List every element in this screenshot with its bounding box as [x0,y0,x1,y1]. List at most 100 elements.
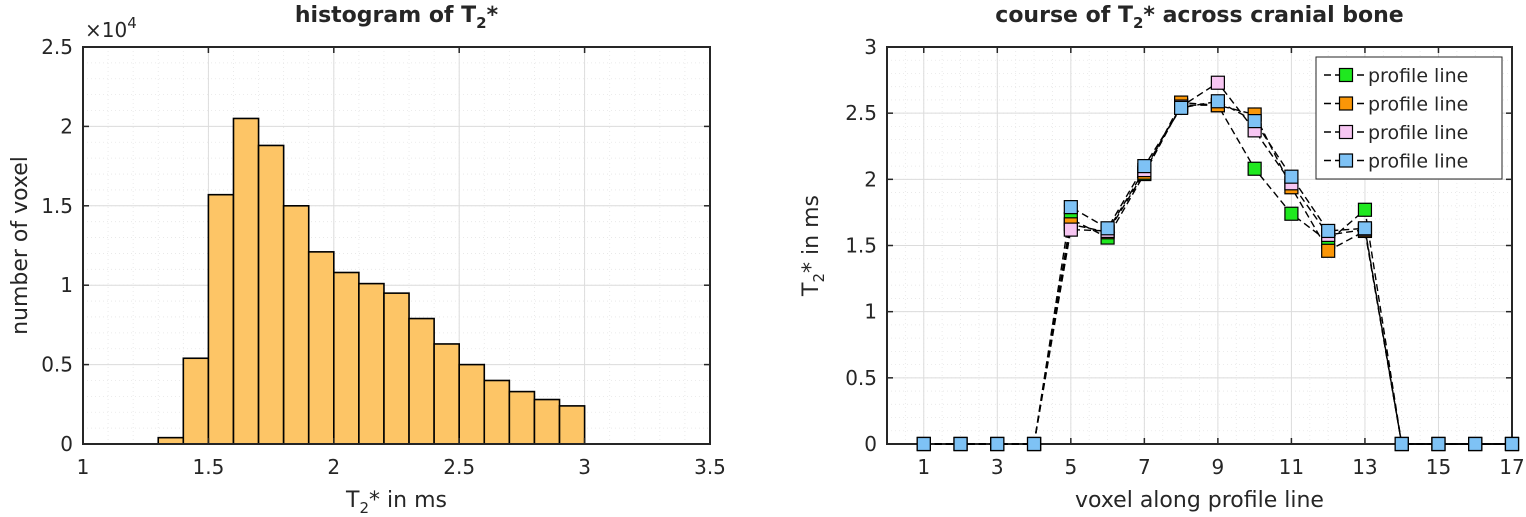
y-exponent-label: ×104 [85,14,137,42]
data-point-series-4 [1504,436,1520,452]
text-part: 2 [810,273,828,283]
data-point-series-4 [1210,94,1225,109]
y-tick-label: 1.5 [41,194,73,218]
histogram-bar [383,292,410,445]
histogram-bar [433,343,460,445]
x-tick-label: 3.5 [694,455,726,479]
data-point-series-3 [1210,75,1225,90]
x-tick-label: 2 [327,455,340,479]
histogram-bar [483,379,511,445]
text-part: 0.5 [845,366,877,390]
series-line-4 [923,100,1512,445]
data-point-series-4 [1137,159,1152,174]
text-part: 3 [991,455,1004,479]
text-part: 13 [1352,455,1377,479]
chart-title: course of T2* across cranial bone [995,3,1403,32]
text-part: 1.5 [41,194,73,218]
y-tick-label: 2.5 [41,35,73,59]
x-axis-label: voxel along profile line [1075,488,1324,513]
text-part: 1 [77,455,90,479]
text-part: 1.5 [192,455,224,479]
text-part: 3 [864,35,877,59]
text-part: 9 [1212,455,1225,479]
x-tick-label: 1 [917,455,930,479]
x-tick-label: 1 [77,455,90,479]
text-part: 2.5 [41,35,73,59]
text-part: 4 [127,14,137,32]
legend-label: profile line [1368,122,1468,144]
data-point-series-3 [1063,222,1078,237]
x-axis-label: T2* in ms [345,488,447,517]
text-part: 5 [1064,455,1077,479]
histogram-bar [508,390,536,445]
legend-marker [1338,96,1354,111]
y-tick-label: 2.5 [845,101,877,125]
legend-label: profile line [1368,65,1468,87]
axes-box [82,46,711,445]
text-part: voxel along profile line [1075,488,1324,513]
data-point-series-1 [1247,161,1262,176]
text-part: * across cranial bone [1143,3,1403,28]
data-point-series-4 [1100,221,1115,236]
text-part: 17 [1499,455,1524,479]
data-point-series-1 [1357,202,1373,217]
x-tick-label: 7 [1138,455,1151,479]
data-point-series-4 [916,436,931,452]
data-point-series-4 [1284,169,1299,184]
histogram-bar [182,357,210,445]
x-tick-label: 15 [1426,455,1451,479]
text-part: 0 [864,432,877,456]
data-point-series-4 [1063,200,1078,215]
data-point-series-4 [1431,436,1446,452]
text-part: T [799,282,824,297]
text-part: 2 [327,455,340,479]
x-tick-label: 13 [1352,455,1377,479]
chart-title: histogram of T2* [295,3,499,32]
y-tick-label: 0.5 [845,366,877,390]
data-point-series-4 [953,436,968,452]
text-part: profile line [1368,151,1468,173]
histogram-chart: 1 1.5 2 2.5 3 3.5 0 0.5 1 1.5 2 2.5 ×104 histogram of… [8,3,726,517]
y-axis-label: T2* in ms [799,195,828,297]
legend-label: profile line [1368,151,1468,173]
text-part: 15 [1426,455,1451,479]
text-part: * in ms [369,488,447,513]
y-axis-label: number of voxel [8,156,33,335]
x-tick-label: 9 [1212,455,1225,479]
data-point-series-1 [1284,206,1299,221]
text-part: 2.5 [443,455,475,479]
y-tick-label: 2 [60,114,73,138]
text-part: 0 [60,432,73,456]
text-part: profile line [1368,65,1468,87]
x-tick-label: 11 [1279,455,1304,479]
histogram-bar [232,117,260,445]
text-part: 3.5 [694,455,726,479]
x-tick-label: 3 [991,455,1004,479]
histogram-bar [332,271,360,445]
text-part: number of voxel [8,156,33,335]
text-part: T [345,488,360,513]
text-part: 2 [476,14,486,32]
histogram-bar [533,398,561,445]
text-part: 2 [359,499,369,517]
data-point-series-4 [990,436,1005,452]
histogram-bar [358,282,385,445]
legend-marker [1338,67,1354,83]
text-part: 11 [1279,455,1304,479]
text-part: 2 [864,167,877,191]
histogram-bar [458,363,486,445]
text-part: 0.5 [41,353,73,377]
data-point-series-4 [1026,436,1042,452]
data-point-series-2 [1321,243,1336,258]
text-part: course of T [995,3,1133,28]
x-tick-label: 5 [1064,455,1077,479]
text-part: histogram of T [295,3,476,28]
y-tick-label: 0.5 [41,353,73,377]
text-part: 1.5 [845,234,877,258]
text-part: profile line [1368,122,1468,144]
x-tick-label: 3 [578,455,591,479]
histogram-bar [282,205,310,445]
histogram-bar [207,193,235,445]
text-part: 2 [1133,14,1143,32]
